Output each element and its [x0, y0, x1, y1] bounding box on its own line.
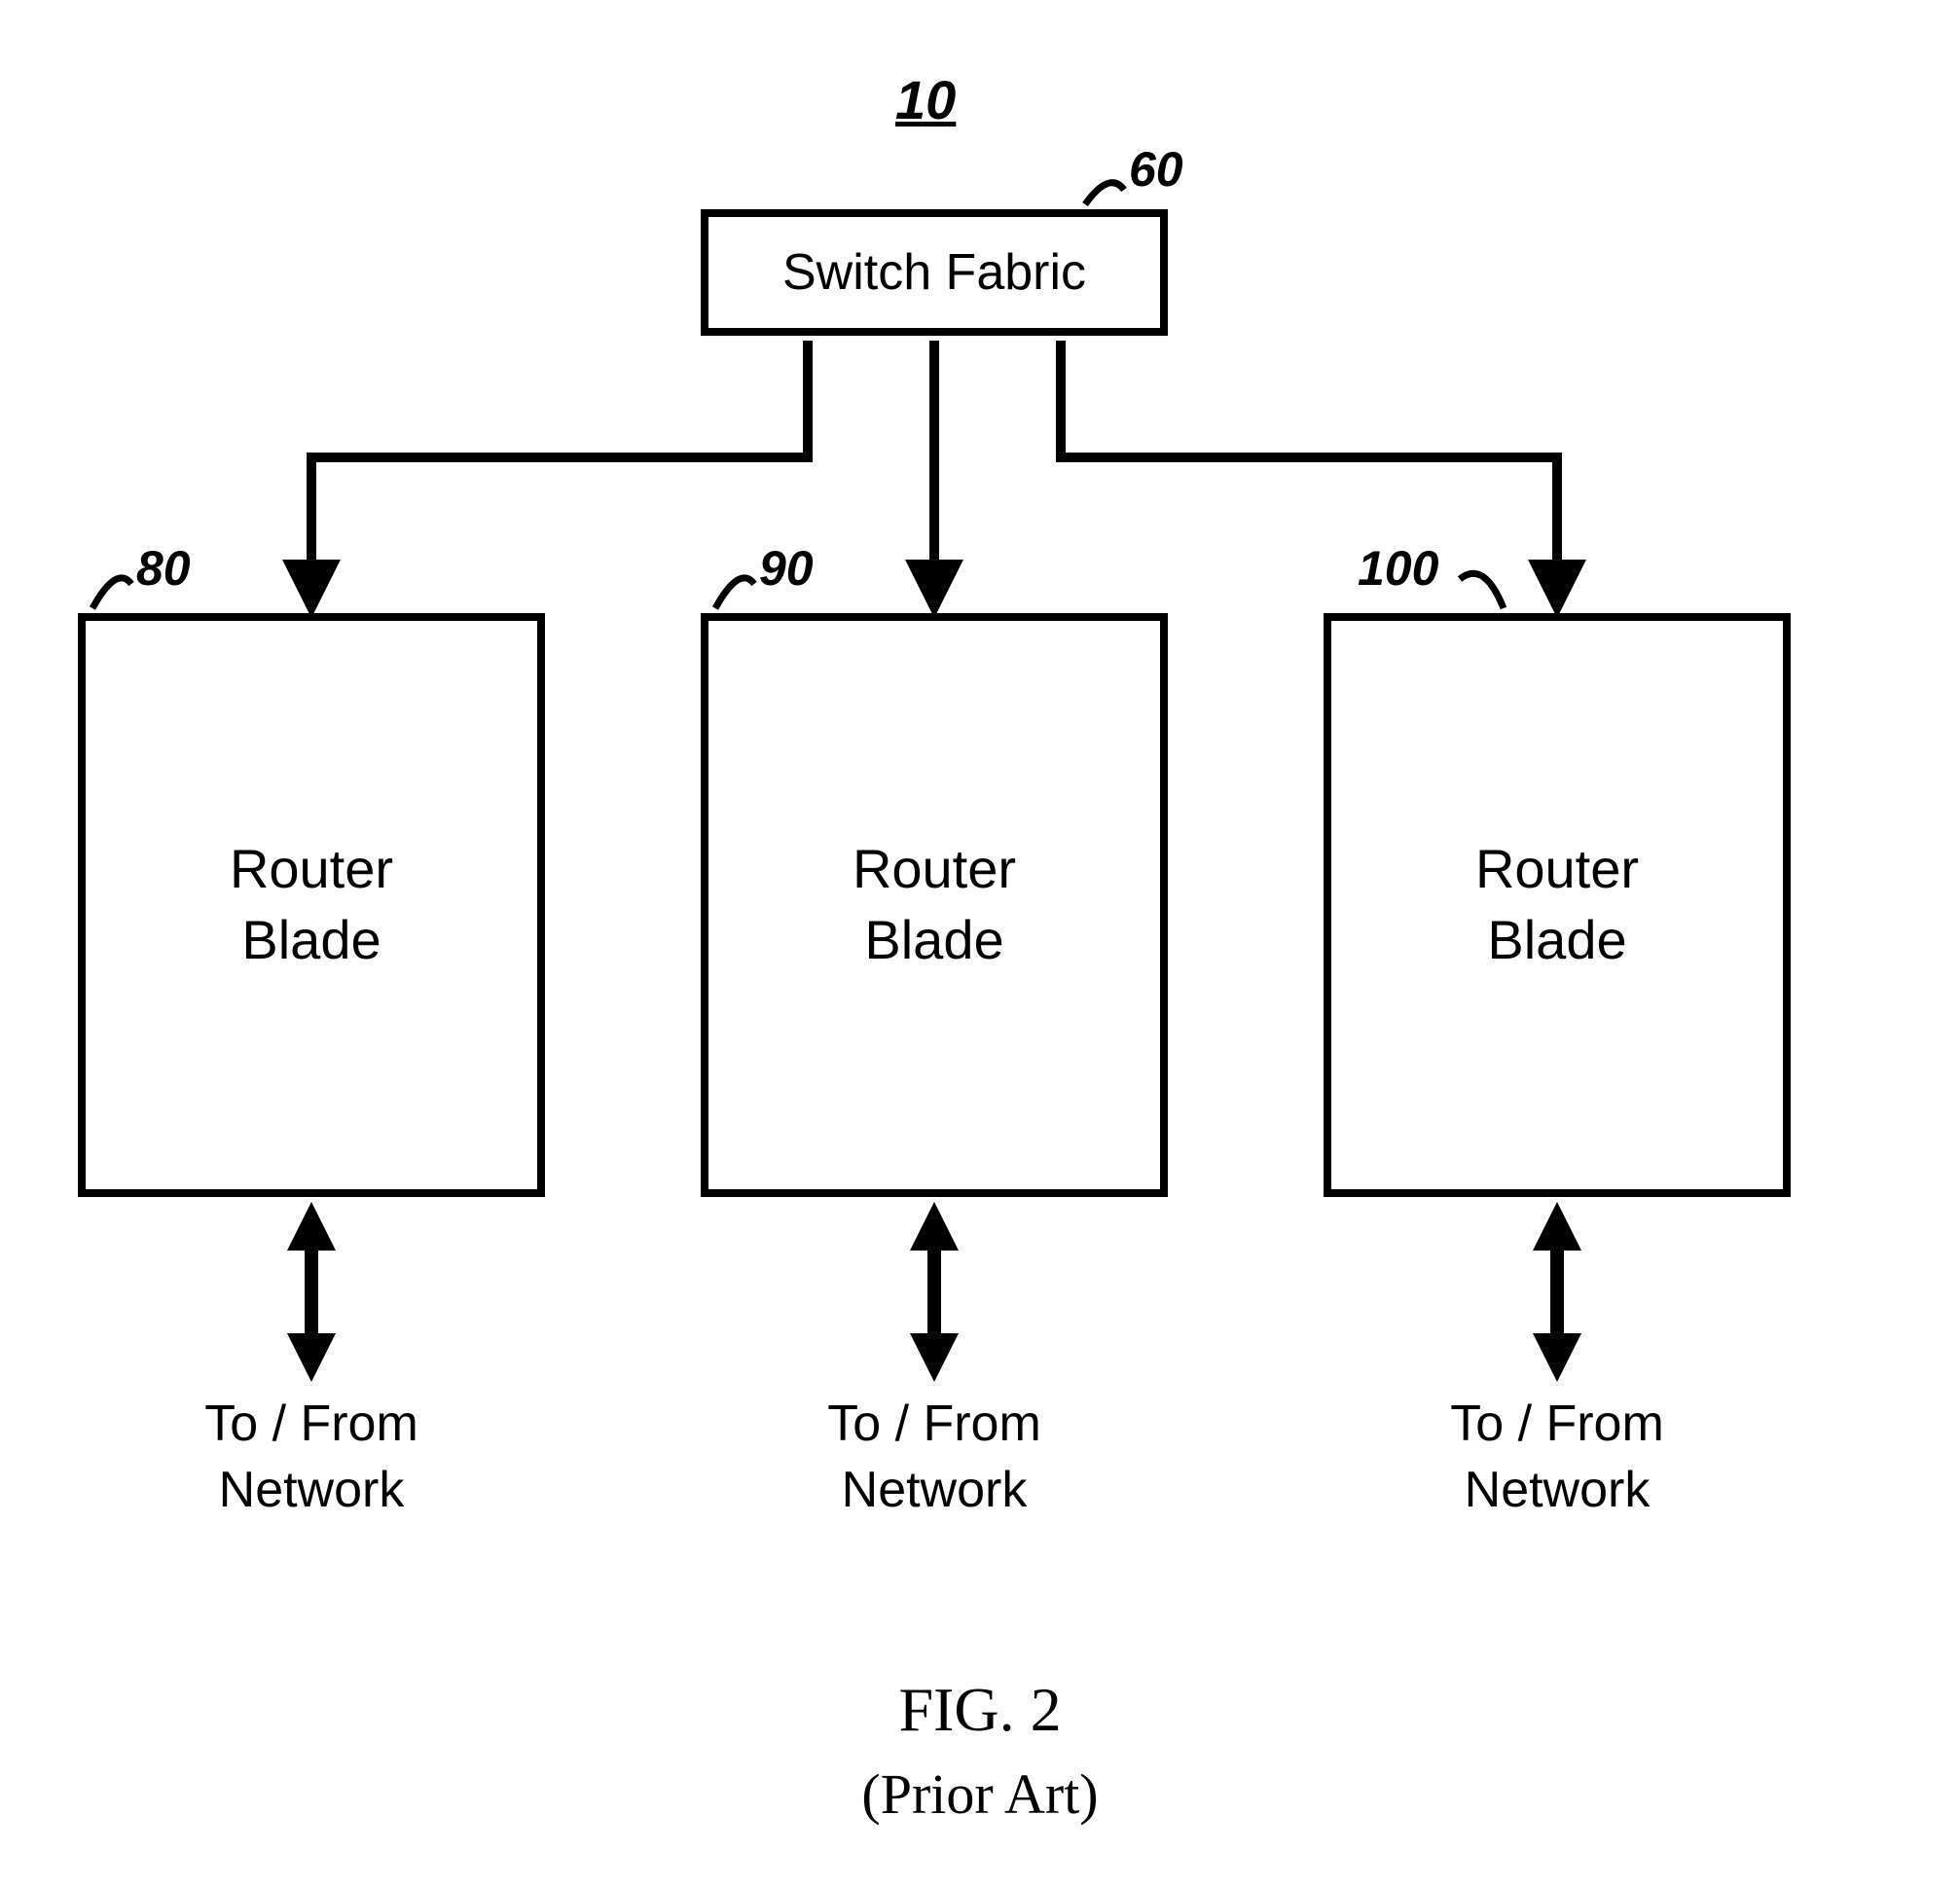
- diagram-container: 10 Switch Fabric 60 Router Blade Router …: [0, 0, 1960, 1887]
- ref-label-100: 100: [1358, 540, 1438, 597]
- ref-label-60: 60: [1129, 141, 1183, 198]
- figure-caption: FIG. 2: [0, 1674, 1960, 1746]
- router-blade-1-label: Router Blade: [230, 834, 393, 976]
- router-blade-3-box: Router Blade: [1324, 613, 1791, 1197]
- network-label-1: To / From Network: [165, 1392, 457, 1523]
- switch-fabric-label: Switch Fabric: [782, 243, 1086, 302]
- router-blade-1-box: Router Blade: [78, 613, 545, 1197]
- switch-fabric-box: Switch Fabric: [701, 209, 1168, 336]
- network-label-2: To / From Network: [788, 1392, 1080, 1523]
- ref-label-80: 80: [136, 540, 191, 597]
- router-blade-2-box: Router Blade: [701, 613, 1168, 1197]
- router-blade-3-label: Router Blade: [1475, 834, 1639, 976]
- router-blade-2-label: Router Blade: [853, 834, 1016, 976]
- network-label-3: To / From Network: [1411, 1392, 1703, 1523]
- figure-number: 10: [895, 68, 956, 131]
- ref-label-90: 90: [759, 540, 814, 597]
- figure-subtitle: (Prior Art): [0, 1761, 1960, 1827]
